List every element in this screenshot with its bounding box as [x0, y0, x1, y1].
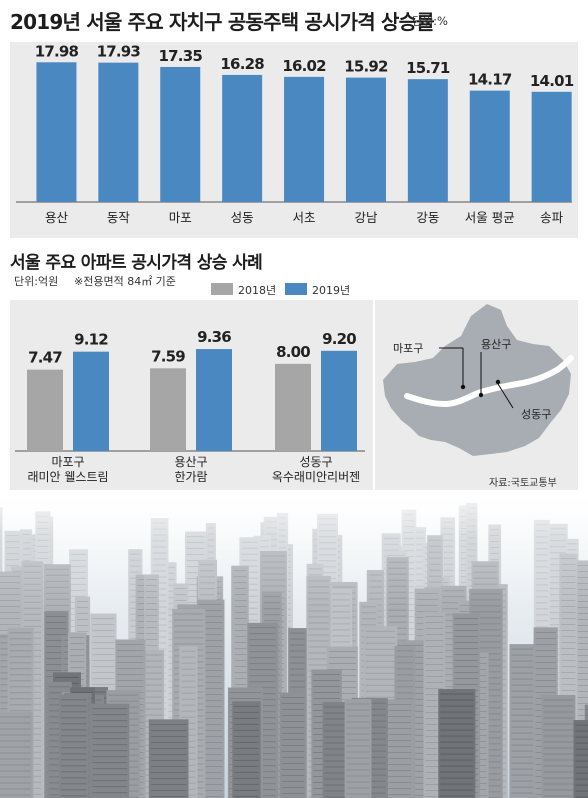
chart2-bar [73, 351, 109, 451]
chart2-title: 서울 주요 아파트 공시가격 상승 사례 [10, 253, 263, 273]
photo-building [344, 698, 372, 798]
chart1-bar [531, 91, 572, 202]
chart1-value-label: 14.01 [530, 72, 574, 90]
chart2-value-label: 7.47 [28, 349, 62, 367]
chart1-value-label: 17.98 [35, 42, 79, 60]
chart1-bar [345, 77, 386, 202]
photo-building [232, 701, 261, 798]
legend-2018-label: 2018년 [238, 284, 277, 297]
chart1-bar [284, 76, 325, 202]
chart1-bar [407, 79, 448, 202]
chart1-unit: 단위:% [412, 14, 448, 28]
chart1-value-label: 17.93 [97, 43, 141, 61]
chart1-bar [98, 62, 139, 202]
chart2-category-label: 성동구 [299, 455, 332, 469]
chart1-title: 2019년 서울 주요 자치구 공동주택 공시가격 상승률 [10, 10, 435, 34]
chart1-value-label: 15.71 [406, 59, 450, 77]
photo-building [438, 689, 476, 798]
chart1-category-label: 용산 [45, 210, 69, 225]
chart2-bar [275, 363, 311, 451]
chart2-bar [27, 369, 63, 451]
seoul-map-land [383, 304, 571, 456]
photo-building [573, 720, 588, 798]
map-label-mapo: 마포구 [393, 342, 423, 355]
chart1-bar [469, 90, 510, 202]
map-label-yongsan: 용산구 [481, 338, 511, 351]
chart1-category-label: 성동 [231, 210, 254, 225]
chart1-value-label: 16.02 [282, 57, 326, 75]
chart2-value-label: 9.12 [74, 331, 108, 349]
chart1-category-label: 서초 [293, 210, 316, 225]
photo-svg [0, 490, 588, 798]
chart2-value-label: 9.36 [197, 328, 231, 346]
chart2-panel: 7.47 9.12 마포구 래미안 웰스트림 7.59 9.36 용산구 한가람 8.00 9.2… [10, 300, 373, 490]
chart1-category-label: 강남 [354, 210, 378, 225]
chart1-bar [36, 62, 77, 202]
chart2-bar [150, 368, 186, 451]
source-note: 자료:국토교통부 [489, 478, 557, 489]
legend-2019-label: 2019년 [312, 284, 351, 297]
chart1-bar [222, 74, 263, 202]
chart1-svg: 17.98 용산 17.93 동작 17.35 마포 16.28 성동 16.02 서초 15.92… [16, 42, 575, 225]
chart1-value-label: 14.17 [468, 71, 512, 89]
seongdong-leader-line [497, 383, 514, 409]
chart2-category-label: 한가람 [174, 470, 207, 484]
chart2-bar [321, 350, 357, 451]
chart1-bar [160, 66, 201, 202]
chart2-bar [196, 349, 232, 451]
chart1-value-label: 16.28 [220, 55, 264, 73]
chart1-value-label: 15.92 [344, 58, 388, 76]
photo-building [0, 712, 33, 798]
chart1-category-label: 서울 평균 [465, 210, 515, 225]
seongdong-marker [495, 379, 501, 385]
chart1-category-label: 송파 [540, 210, 564, 225]
chart1-category-label: 마포 [169, 210, 192, 225]
chart2-note: ※전용면적 84㎡ 기준 [74, 275, 176, 288]
photo-building [384, 699, 414, 798]
seoul-apartments-photo [0, 490, 588, 798]
chart2-category-label: 마포구 [51, 455, 84, 469]
chart1-category-label: 동작 [107, 210, 131, 225]
chart2-category-label: 용산구 [174, 455, 207, 469]
legend-2018-swatch [211, 283, 233, 295]
photo-building [58, 694, 89, 798]
chart2-unit: 단위:억원 [14, 275, 59, 288]
chart1-value-label: 17.35 [159, 47, 203, 65]
chart1-panel: 17.98 용산 17.93 동작 17.35 마포 16.28 성동 16.02 서초 15.92… [10, 42, 578, 238]
chart2-value-label: 9.20 [322, 330, 356, 348]
legend-2019-swatch [285, 283, 307, 295]
seoul-map: 마포구 용산구 성동구 [383, 304, 574, 456]
mapo-marker [460, 384, 466, 390]
yongsan-marker [478, 392, 484, 398]
chart2-category-label: 래미안 웰스트림 [27, 470, 108, 484]
chart2-category-label: 옥수래미안리버젠 [272, 470, 360, 484]
seoul-map-panel: 마포구 용산구 성동구 [375, 300, 578, 490]
map-label-seongdong: 성동구 [521, 408, 551, 421]
chart2-value-label: 8.00 [276, 343, 310, 361]
chart1-category-label: 강동 [416, 210, 439, 225]
photo-building [148, 719, 189, 798]
photo-building [541, 695, 576, 798]
chart2-value-label: 7.59 [151, 347, 185, 365]
